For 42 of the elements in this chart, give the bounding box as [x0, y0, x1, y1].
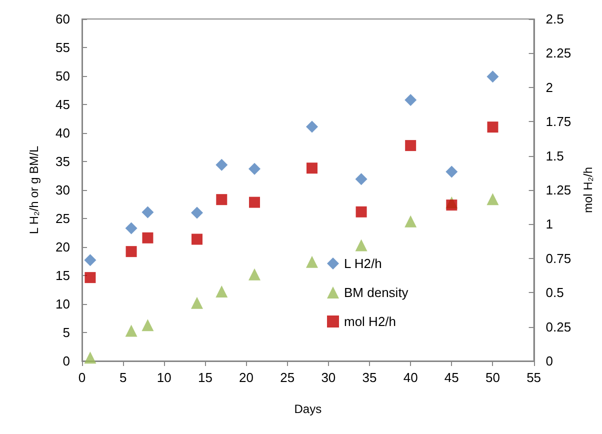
y-tick-label: 5 [62, 325, 70, 340]
y-tick-label: 60 [56, 12, 70, 26]
y-tick-label: 0 [62, 354, 70, 368]
legend-label: BM density [344, 285, 409, 300]
y-tick-label: 25 [56, 211, 70, 226]
x-tick-label: 25 [280, 370, 295, 385]
y-tick-label: 55 [56, 40, 70, 55]
y2-tick-label: 1.5 [546, 148, 564, 164]
legend-label: L H2/h [344, 256, 382, 271]
y2-tick-label: 2.5 [546, 12, 564, 26]
x-tick-label: 10 [156, 370, 172, 385]
y2-tick-label: 1.25 [546, 182, 572, 198]
y-tick-label: 35 [56, 154, 70, 169]
y-tick-label: 40 [56, 126, 70, 140]
x-tick-label: 45 [444, 370, 459, 385]
y-axis-title: L H₂/h or g BM/L [27, 146, 41, 234]
y-tick-label: 10 [56, 296, 70, 312]
x-tick-label: 35 [362, 370, 377, 385]
y-tick-label: 50 [56, 68, 70, 84]
x-axis-title: Days [294, 402, 322, 416]
x-tick-label: 0 [78, 370, 86, 385]
x-tick-label: 20 [239, 370, 254, 385]
legend-label: mol H2/h [344, 314, 396, 329]
x-tick-label: 55 [526, 370, 542, 385]
y-tick-label: 45 [56, 97, 70, 112]
y2-tick-label: 1.75 [546, 114, 572, 130]
y2-tick-label: 0 [546, 354, 554, 368]
y2-tick-label: 0.75 [546, 250, 572, 266]
y2-axis-title: mol H₂/h [581, 166, 595, 214]
x-tick-label: 15 [198, 370, 212, 385]
x-tick-label: 30 [321, 370, 336, 385]
y2-tick-label: 2 [546, 80, 554, 95]
x-tick-label: 40 [403, 370, 418, 385]
y2-tick-label: 0.25 [546, 319, 572, 334]
y-tick-label: 30 [56, 182, 70, 198]
y-tick-label: 15 [56, 268, 70, 283]
y2-tick-label: 1 [546, 216, 554, 232]
y2-tick-label: 2.25 [546, 46, 572, 61]
y2-tick-label: 0.5 [546, 285, 564, 300]
y-tick-label: 20 [56, 240, 70, 254]
x-tick-label: 5 [119, 370, 127, 385]
x-tick-label: 50 [485, 370, 500, 385]
